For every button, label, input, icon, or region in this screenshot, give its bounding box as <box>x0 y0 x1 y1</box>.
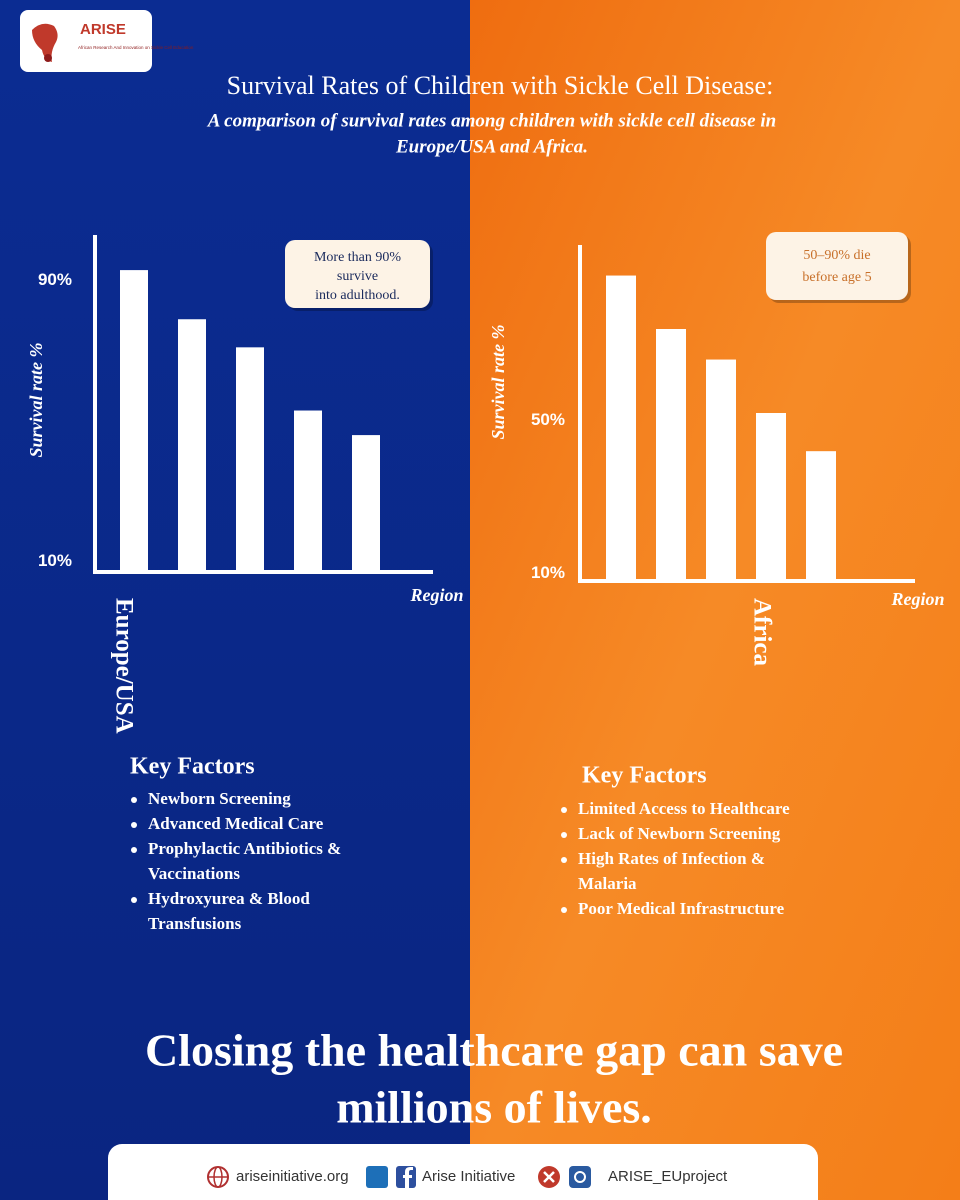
region-label: Africa <box>748 598 775 667</box>
factor-item: Poor Medical Infrastructure <box>578 899 785 918</box>
factor-item: Limited Access to Healthcare <box>578 799 790 818</box>
bar <box>656 329 686 581</box>
facebook-icon <box>403 1167 413 1188</box>
instagram-icon[interactable] <box>569 1166 591 1188</box>
annotation-box <box>766 232 908 300</box>
bar <box>806 451 836 581</box>
factor-item: Malaria <box>578 874 637 893</box>
bar <box>606 275 636 581</box>
subtitle: Europe/USA and Africa. <box>395 136 588 157</box>
annotation-box <box>285 240 430 308</box>
factor-item: Prophylactic Antibiotics & <box>148 839 341 858</box>
annotation: before age 5 <box>802 270 871 285</box>
bullet <box>561 907 567 913</box>
left-panel <box>0 0 470 1200</box>
annotation: 50–90% die <box>803 248 870 263</box>
annotation: survive <box>337 269 378 284</box>
factor-item: Transfusions <box>148 914 242 933</box>
closing: millions of lives. <box>336 1082 652 1133</box>
axis <box>578 245 915 583</box>
bullet <box>131 847 137 853</box>
x-axis-label: Region <box>890 589 944 609</box>
bar <box>294 410 322 572</box>
bar <box>120 270 148 572</box>
bar <box>706 359 736 581</box>
bar <box>178 319 206 572</box>
bar <box>236 347 264 572</box>
logo-name: ARISE <box>80 21 126 38</box>
factor-item: Newborn Screening <box>148 789 291 808</box>
y-tick-label: 10% <box>38 551 72 570</box>
y-axis-label: Survival rate % <box>488 324 508 439</box>
bullet <box>131 797 137 803</box>
region-label: Europe/USA <box>110 598 137 734</box>
annotation: into adulthood. <box>315 288 400 303</box>
logo-icon <box>32 23 58 62</box>
x-axis-label: Region <box>409 585 463 605</box>
bar <box>756 413 786 581</box>
footer-handle[interactable]: ARISE_EUproject <box>608 1168 728 1185</box>
bullet <box>131 822 137 828</box>
factor-item: Advanced Medical Care <box>148 814 324 833</box>
bullet <box>561 807 567 813</box>
bullet <box>561 832 567 838</box>
footer-facebook[interactable]: Arise Initiative <box>422 1168 515 1185</box>
instagram-icon <box>574 1171 586 1183</box>
y-tick-label: 90% <box>38 270 72 289</box>
logo-dot <box>44 54 52 62</box>
bullet <box>131 897 137 903</box>
factor-item: High Rates of Infection & <box>578 849 765 868</box>
y-tick-label: 50% <box>531 410 565 429</box>
right-panel <box>470 0 960 1200</box>
factor-item: Vaccinations <box>148 864 240 883</box>
factors-heading: Key Factors <box>582 763 707 789</box>
x-icon <box>543 1171 555 1183</box>
footer-bar <box>108 1144 818 1200</box>
factor-item: Lack of Newborn Screening <box>578 824 781 843</box>
subtitle: A comparison of survival rates among chi… <box>207 110 776 131</box>
axis <box>93 235 433 574</box>
factor-item: Hydroxyurea & Blood <box>148 889 310 908</box>
y-tick-label: 10% <box>531 563 565 582</box>
annotation: More than 90% <box>314 250 401 265</box>
logo-tagline: African Research And Innovation on Sickl… <box>78 45 194 50</box>
closing: Closing the healthcare gap can save <box>145 1025 843 1076</box>
factors-heading: Key Factors <box>130 754 255 780</box>
title: Survival Rates of Children with Sickle C… <box>227 71 774 100</box>
linkedin-icon[interactable] <box>366 1166 388 1188</box>
bar <box>352 435 380 572</box>
footer-website[interactable]: ariseinitiative.org <box>236 1168 349 1185</box>
y-axis-label: Survival rate % <box>26 342 46 457</box>
logo-box <box>20 10 152 72</box>
bullet <box>561 857 567 863</box>
